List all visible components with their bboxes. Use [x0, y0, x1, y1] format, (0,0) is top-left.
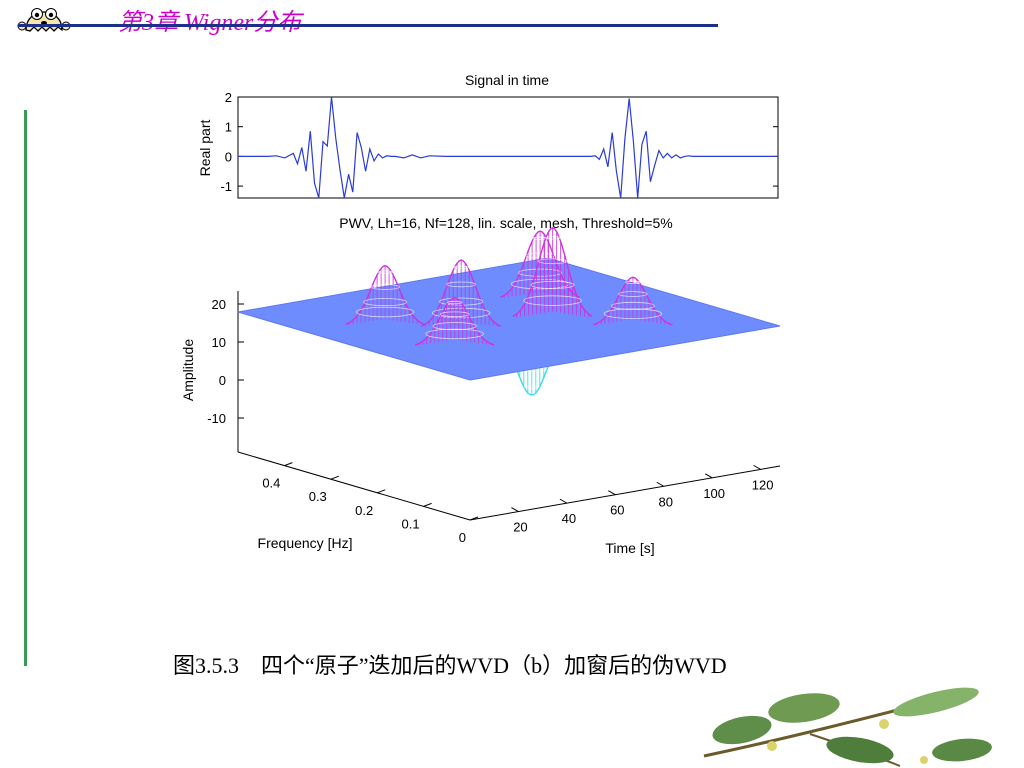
mesh-ring	[537, 258, 568, 265]
mesh-ring	[524, 385, 540, 389]
surface-peak	[345, 264, 425, 326]
signal-axes-box	[237, 96, 779, 199]
mesh-ring	[363, 298, 408, 307]
signal-ytick-label: -1	[220, 179, 232, 194]
signal-ytick-label: 2	[225, 90, 232, 105]
mesh-ring	[530, 280, 575, 289]
time-tick-label: 20	[513, 520, 527, 535]
time-tick-label: 120	[752, 477, 774, 492]
time-ticks: 20 40 60 80 100 120	[511, 464, 774, 535]
frequency-tick-mark	[330, 475, 339, 480]
frequency-tick-mark	[423, 502, 432, 507]
surface-subplot: PWV, Lh=16, Nf=128, lin. scale, mesh, Th…	[180, 215, 781, 556]
signal-title: Signal in time	[465, 72, 549, 88]
time-tick-mark	[656, 481, 664, 487]
peak-outline	[421, 259, 502, 327]
mesh-ring	[377, 270, 393, 274]
z-tick-label: 0	[219, 373, 226, 388]
time-axis-label: Time [s]	[605, 540, 654, 556]
mesh-ring	[610, 301, 655, 310]
mesh-ring	[439, 297, 484, 306]
mesh-ring	[453, 265, 469, 269]
time-tick-label: 60	[610, 503, 624, 518]
z-axis-label: Amplitude	[180, 339, 196, 401]
frequency-tick-label: 0.1	[402, 516, 420, 531]
z-tick-label: 20	[212, 297, 226, 312]
left-accent-rule	[24, 110, 27, 666]
surface-title: PWV, Lh=16, Nf=128, lin. scale, mesh, Th…	[339, 215, 672, 231]
mesh-ring	[446, 281, 476, 288]
signal-ylabel: Real part	[197, 119, 213, 176]
frequency-tick-mark	[469, 516, 479, 521]
surface-peak	[593, 276, 673, 326]
mesh-ring	[425, 328, 484, 340]
z-tick-label: -10	[207, 411, 226, 426]
frequency-axis-label: Frequency [Hz]	[258, 535, 353, 551]
surface-floor-plane	[237, 257, 781, 381]
time-tick-label: 100	[703, 486, 725, 501]
frequency-tick-label: 0	[459, 530, 466, 545]
signal-yticks: 2 1 0 -1	[220, 90, 778, 194]
header-rule	[18, 24, 718, 27]
signal-series-line	[238, 96, 778, 199]
mesh-ring	[523, 295, 582, 306]
time-tick-mark	[559, 498, 568, 504]
signal-subplot: Signal in time 2 1 0 -1 Real part	[197, 72, 779, 199]
time-axis-line	[469, 465, 781, 521]
time-tick-mark	[753, 464, 761, 470]
time-tick-mark	[608, 490, 616, 496]
mesh-ring	[625, 280, 641, 284]
mesh-ring	[432, 322, 477, 331]
mesh-ring	[544, 236, 561, 240]
mesh-ring	[447, 300, 463, 305]
time-tick-mark	[511, 507, 519, 512]
surface-peak	[512, 227, 593, 318]
frequency-tick-label: 0.3	[309, 489, 327, 504]
peak-outline	[512, 227, 593, 317]
frequency-axis-line	[237, 451, 471, 521]
chapter-title: 第3章 Wigner分布	[118, 10, 302, 36]
mesh-ring	[439, 311, 470, 318]
z-tick-label: 10	[212, 335, 226, 350]
frequency-tick-mark	[284, 462, 293, 467]
time-tick-label: 40	[562, 511, 576, 526]
time-tick-label: 80	[659, 494, 673, 509]
mesh-ring	[618, 291, 648, 297]
mesh-ring	[431, 307, 491, 319]
frequency-tick-mark	[377, 489, 386, 494]
time-tick-mark	[704, 473, 713, 479]
mesh-ring	[355, 306, 415, 318]
leaf-branch-decoration	[703, 687, 992, 767]
frequency-tick-label: 0.2	[355, 503, 373, 518]
mesh-ring	[603, 308, 663, 319]
surface-peaks	[345, 227, 673, 346]
surface-frame	[237, 291, 781, 521]
frequency-ticks: 0 0.1 0.2 0.3 0.4	[262, 462, 479, 545]
signal-ytick-label: 0	[225, 149, 232, 164]
peak-outline	[500, 230, 580, 298]
z-ticks: 20 10 0 -10	[207, 297, 244, 426]
signal-ytick-label: 1	[225, 120, 232, 135]
surface-peak	[421, 259, 502, 327]
figure-caption: 图3.5.3 四个“原子”迭加后的WVD（b）加窗后的伪WVD	[173, 653, 727, 678]
mesh-ring	[370, 284, 400, 290]
frequency-tick-label: 0.4	[262, 476, 280, 491]
surface-peak	[414, 296, 495, 346]
mesh-ring	[532, 236, 548, 241]
